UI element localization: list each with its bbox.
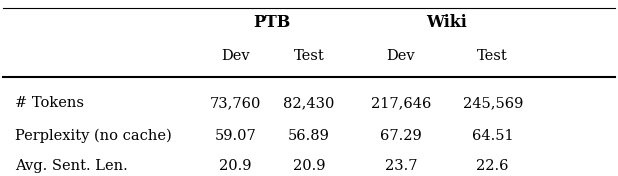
Text: 20.9: 20.9 [293,159,325,174]
Text: Perplexity (no cache): Perplexity (no cache) [15,128,172,143]
Text: 67.29: 67.29 [380,129,421,143]
Text: 217,646: 217,646 [371,96,431,110]
Text: Avg. Sent. Len.: Avg. Sent. Len. [15,159,128,174]
Text: Dev: Dev [221,49,250,63]
Text: Test: Test [294,49,324,63]
Text: 59.07: 59.07 [214,129,256,143]
Text: PTB: PTB [253,14,291,31]
Text: 22.6: 22.6 [476,159,509,174]
Text: 23.7: 23.7 [384,159,417,174]
Text: Test: Test [477,49,508,63]
Text: 73,760: 73,760 [210,96,261,110]
Text: 245,569: 245,569 [462,96,523,110]
Text: 56.89: 56.89 [288,129,330,143]
Text: 20.9: 20.9 [219,159,252,174]
Text: 82,430: 82,430 [283,96,335,110]
Text: Dev: Dev [386,49,415,63]
Text: # Tokens: # Tokens [15,96,84,110]
Text: Wiki: Wiki [426,14,467,31]
Text: 64.51: 64.51 [472,129,514,143]
